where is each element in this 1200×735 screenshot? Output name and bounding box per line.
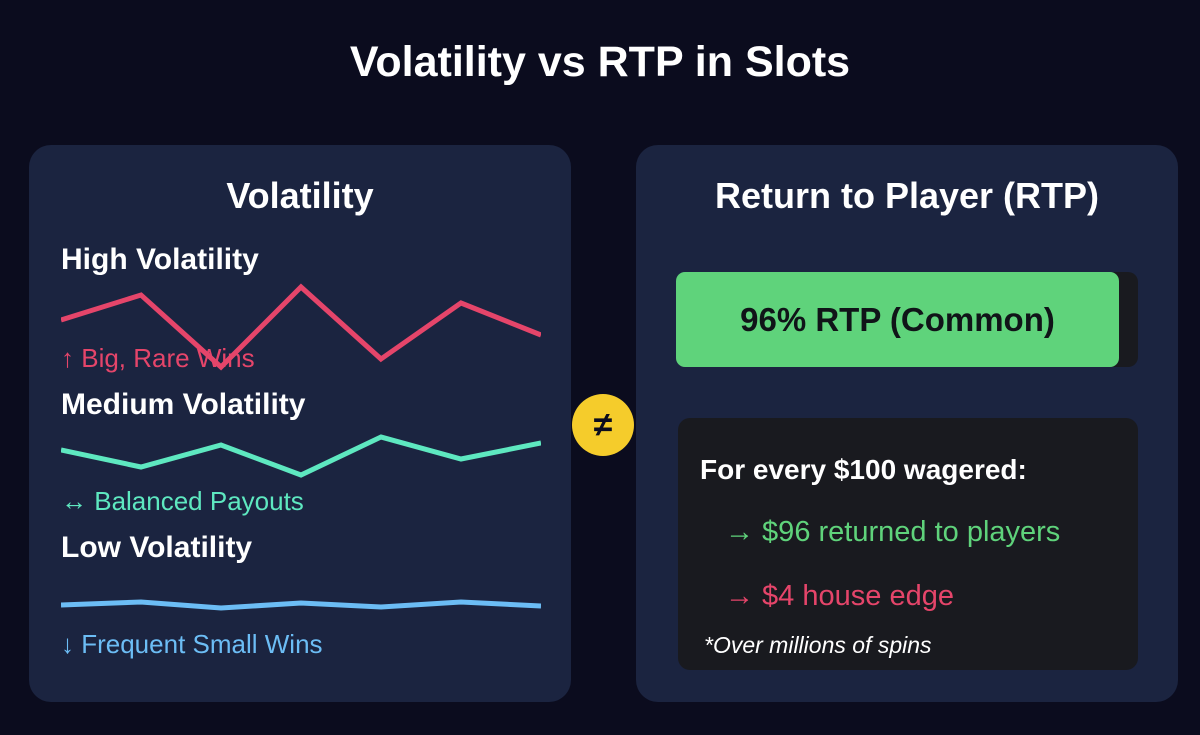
rtp-panel: Return to Player (RTP) 96% RTP (Common) …: [636, 145, 1178, 702]
volatility-heading: Volatility: [226, 175, 374, 216]
rtp-heading: Return to Player (RTP): [714, 175, 1100, 216]
medium-volatility-description: ↔ Balanced Payouts: [61, 486, 304, 516]
low-volatility-label: Low Volatility: [61, 531, 253, 564]
low-volatility-wave: [61, 599, 541, 611]
returned-to-players-line: → $96 returned to players: [725, 516, 1061, 548]
info-heading: For every $100 wagered:: [700, 454, 1027, 485]
medium-volatility-wave: [61, 434, 541, 478]
high-volatility-label: High Volatility: [61, 243, 259, 276]
not-equal-icon: ≠: [572, 394, 634, 456]
rtp-badge: 96% RTP (Common): [676, 272, 1119, 367]
page-title: Volatility vs RTP in Slots: [349, 38, 851, 86]
high-volatility-description: ↑ Big, Rare Wins: [61, 343, 255, 373]
medium-volatility-label: Medium Volatility: [61, 388, 306, 421]
footnote: *Over millions of spins: [704, 632, 932, 658]
house-edge-line: → $4 house edge: [725, 580, 954, 612]
rtp-info-box: For every $100 wagered: → $96 returned t…: [678, 418, 1138, 670]
volatility-panel: Volatility High Volatility ↑ Big, Rare W…: [29, 145, 571, 702]
low-volatility-description: ↓ Frequent Small Wins: [61, 629, 323, 659]
high-volatility-wave: [61, 283, 541, 371]
